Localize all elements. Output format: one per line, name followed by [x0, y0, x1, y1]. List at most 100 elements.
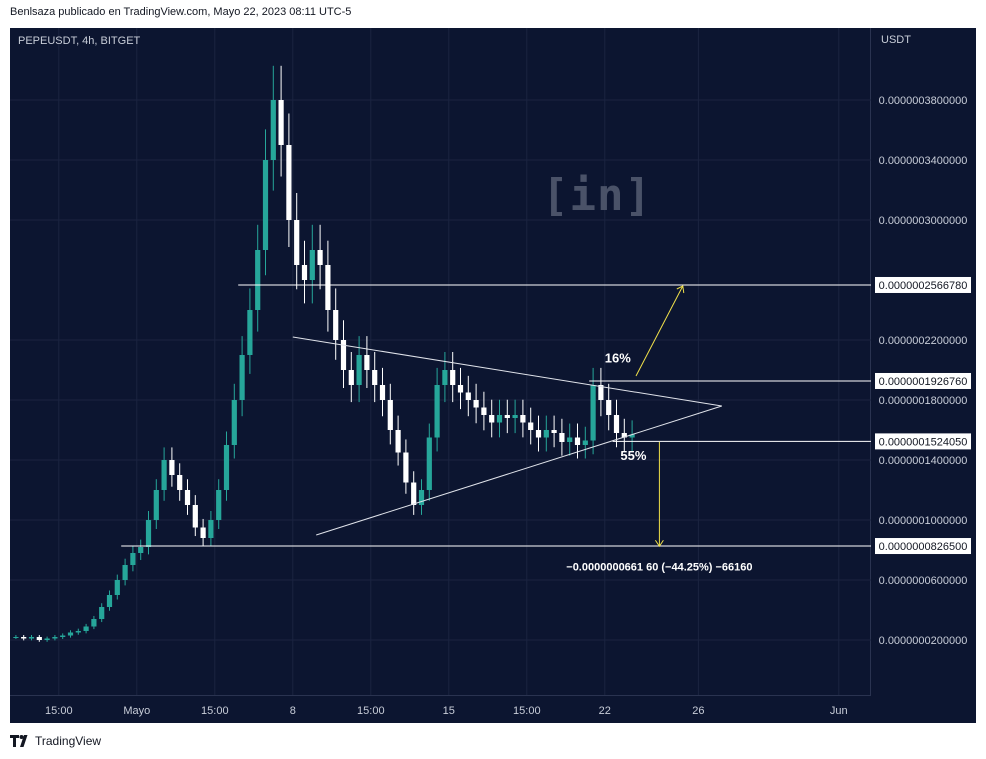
candle-body [130, 553, 136, 565]
candle-body [75, 631, 81, 633]
level-price-tag [875, 538, 971, 555]
tradingview-logo-icon [10, 735, 30, 747]
candle-body [543, 430, 549, 438]
candle-body [629, 434, 635, 438]
candle-body [60, 635, 66, 637]
candle-body [262, 160, 269, 250]
candle-body [294, 220, 300, 265]
price-axis[interactable]: USDT 0.0000002566780 0.0000001926760 0.000… [871, 28, 976, 695]
candle-body [489, 415, 495, 423]
candle-body [278, 100, 284, 145]
chart-plot-area[interactable]: 16% 55% −0.0000000661 60 (−44.25%) −66160 … [10, 28, 871, 695]
time-axis[interactable]: 15:00 Mayo 15:00 8 15:00 15 15:00 22 26 Jun [10, 695, 871, 723]
candle-body [286, 145, 292, 220]
time-tick-label: 15:00 [357, 705, 385, 717]
level-price-tag [875, 433, 971, 450]
candle-body [169, 460, 175, 475]
down-percent-label: 55% [620, 448, 646, 463]
candle-body [83, 626, 89, 631]
candle-body [122, 565, 128, 580]
candle-body [403, 452, 409, 483]
candle-body [239, 355, 245, 400]
candle-body [114, 580, 120, 595]
candle-body [574, 437, 581, 445]
candle-body [325, 265, 331, 310]
candle-body [200, 527, 206, 538]
candle-body [528, 422, 534, 430]
candle-body [340, 340, 347, 370]
candle-body [184, 490, 191, 505]
candle-body [106, 595, 113, 607]
candle-body [208, 520, 214, 538]
candle-body [442, 370, 448, 385]
measure-label: −0.0000000661 60 (−44.25%) −66160 [566, 561, 752, 573]
price-tick-label: 0.0000001000000 [879, 515, 968, 527]
candle-body [231, 400, 237, 445]
candle-body [473, 400, 479, 408]
candle-body [457, 385, 464, 393]
candle-body [481, 407, 487, 415]
candle-body [372, 370, 378, 385]
level-price-label: 0.0000000826500 [879, 541, 968, 553]
time-axis-ticks: 15:00 Mayo 15:00 8 15:00 15 15:00 22 26 Jun [45, 705, 848, 717]
breakdown-arrowhead [654, 539, 664, 548]
candle-body [309, 250, 315, 280]
candle-body [21, 637, 27, 639]
price-tick-label: 0.0000001400000 [879, 455, 968, 467]
candle-body [590, 385, 596, 441]
candle-body [613, 415, 620, 433]
price-tick-label: 0.0000003000000 [879, 215, 968, 227]
price-tick-label: 0.0000001800000 [879, 395, 968, 407]
lower-trendline [316, 405, 722, 536]
candle-body [91, 619, 97, 627]
level-price-label: 0.0000001926760 [879, 376, 968, 388]
time-tick-label: Mayo [123, 705, 150, 717]
candle-body [99, 607, 105, 619]
level-price-label: 0.0000001524050 [879, 436, 968, 448]
candle-body [621, 433, 627, 438]
time-tick-label: Jun [830, 705, 848, 717]
price-tick-label: 0.0000000200000 [879, 635, 968, 647]
candle-body [67, 632, 74, 636]
candle-body [28, 637, 35, 639]
candle-body [255, 250, 261, 310]
candle-body [567, 437, 573, 442]
time-tick-label: 15 [443, 705, 455, 717]
time-tick-label: 22 [599, 705, 611, 717]
candle-body [36, 637, 42, 640]
candle-body [520, 415, 526, 423]
candle-body [177, 475, 183, 490]
time-tick-label: 15:00 [45, 705, 73, 717]
candle-body [13, 637, 19, 638]
candle-body [582, 440, 588, 445]
candle-body [387, 400, 393, 430]
candle-body [317, 250, 323, 265]
footer-branding: TradingView [10, 734, 101, 748]
watermark-logo: [in] [542, 170, 652, 221]
symbol-label: PEPEUSDT, 4h, BITGET [18, 35, 141, 47]
price-axis-ticks: 0.0000002566780 0.0000001926760 0.00000015… [875, 95, 971, 647]
candle-body [512, 415, 518, 418]
candle-body [426, 437, 432, 490]
candle-body [496, 415, 503, 423]
time-tick-label: 15:00 [201, 705, 229, 717]
candle-body [504, 415, 510, 418]
candle-body [153, 490, 159, 520]
price-tick-label: 0.0000000600000 [879, 575, 968, 587]
candle-body [270, 100, 276, 160]
publish-info: Benlsaza publicado en TradingView.com, M… [10, 6, 352, 18]
candle-body [161, 460, 167, 490]
breakout-arrowhead [676, 285, 685, 294]
candle-body [434, 385, 440, 438]
price-tick-label: 0.0000003800000 [879, 95, 968, 107]
currency-label: USDT [881, 34, 911, 46]
candle-body [247, 310, 253, 355]
candle-body [418, 490, 425, 505]
price-tick-label: 0.0000003400000 [879, 155, 968, 167]
candle-body [301, 265, 308, 280]
candle-body [411, 482, 417, 505]
candle-body [52, 637, 58, 639]
chart-frame: 16% 55% −0.0000000661 60 (−44.25%) −66160 … [10, 28, 976, 723]
footer-brand-label: TradingView [35, 734, 102, 748]
level-price-label: 0.0000002566780 [879, 280, 968, 292]
